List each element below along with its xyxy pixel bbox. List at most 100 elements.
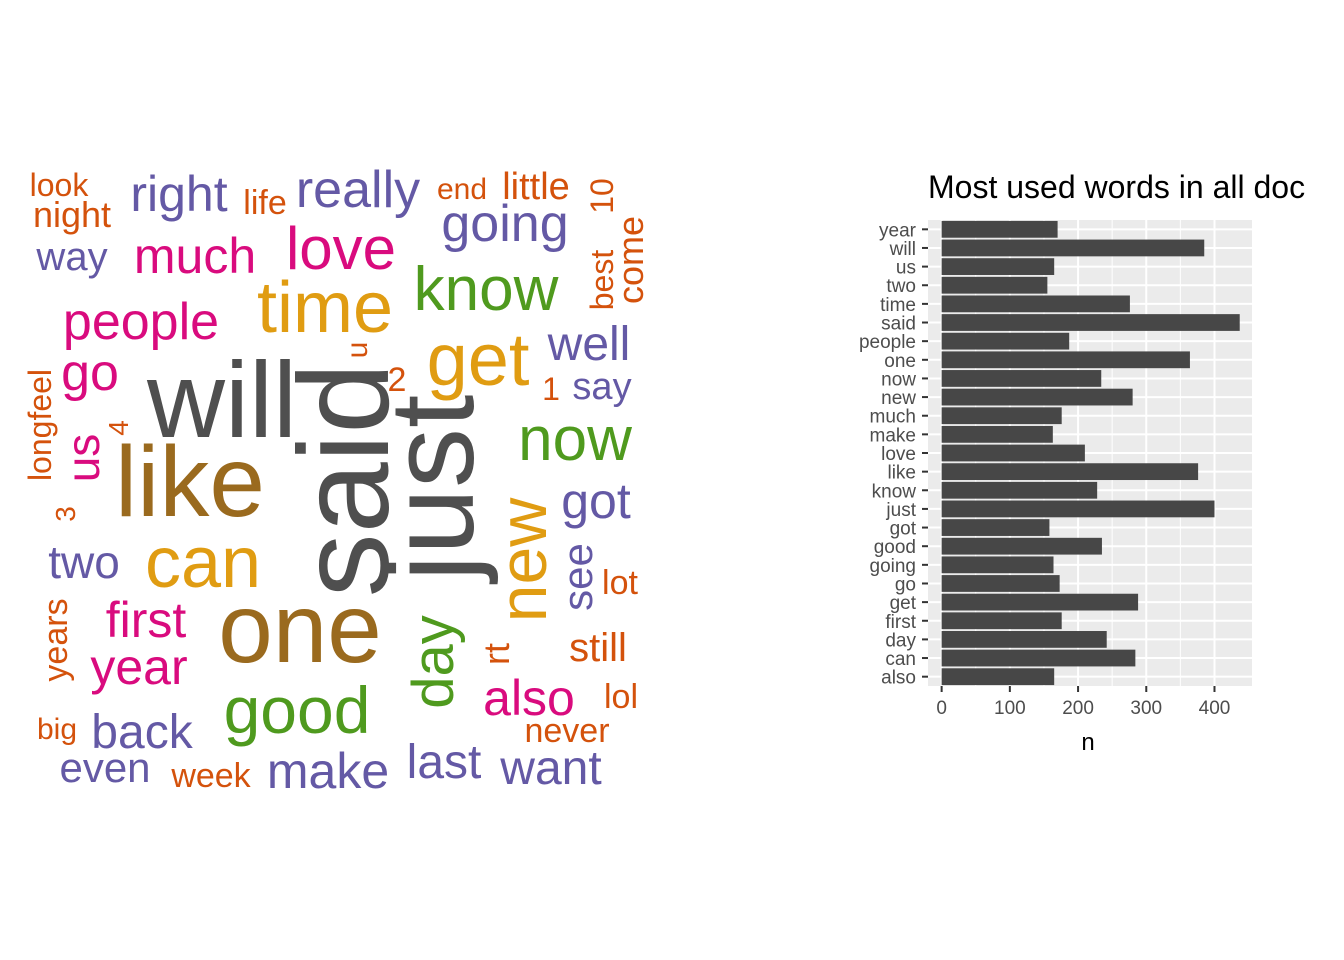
y-tick-label-going: going: [870, 556, 917, 577]
cloud-word-really: really: [295, 161, 421, 219]
y-tick-label-two: two: [886, 276, 916, 297]
y-tick-label-day: day: [885, 630, 916, 651]
cloud-word-two: two: [48, 536, 120, 588]
cloud-word-go: go: [61, 344, 119, 402]
bar-much: [941, 407, 1062, 425]
x-axis-label: n: [1081, 729, 1094, 756]
bar-make: [941, 425, 1053, 443]
x-tick-label: 400: [1199, 698, 1231, 719]
cloud-word-back: back: [91, 706, 193, 759]
bar-new: [941, 388, 1133, 406]
cloud-word-know: know: [413, 255, 559, 324]
bar-day: [941, 631, 1107, 648]
cloud-word-life: life: [243, 184, 287, 222]
cloud-word-never: never: [524, 712, 610, 750]
cloud-word-year: year: [90, 639, 188, 695]
y-tick-label-us: us: [896, 258, 916, 279]
y-tick-label-time: time: [880, 295, 916, 316]
cloud-word-want: want: [500, 742, 602, 795]
y-tick-label-said: said: [881, 314, 916, 335]
bar-go: [941, 575, 1060, 592]
cloud-word-week: week: [171, 757, 251, 795]
cloud-word-love: love: [285, 215, 397, 282]
bar-like: [941, 463, 1199, 481]
y-tick-label-first: first: [885, 612, 916, 633]
bar-us: [941, 258, 1055, 275]
bar-know: [941, 481, 1098, 499]
y-tick-label-get: get: [890, 593, 917, 614]
bar-time: [941, 295, 1130, 313]
cloud-word-end: end: [436, 173, 488, 206]
y-tick-label-year: year: [879, 220, 917, 241]
cloud-word-good: good: [223, 673, 371, 747]
bars: [941, 220, 1240, 686]
x-tick-label: 200: [1062, 698, 1094, 719]
bar-get: [941, 593, 1139, 611]
cloud-word-first: first: [105, 592, 187, 648]
cloud-word-1: 1: [542, 371, 560, 407]
cloud-word-lol: lol: [603, 678, 639, 716]
bar-just: [941, 500, 1215, 518]
cloud-word-make: make: [266, 743, 390, 799]
cloud-word-going: going: [441, 195, 569, 253]
y-tick-label-love: love: [881, 444, 916, 465]
y-axis: yearwillustwotimesaidpeopleonenownewmuch…: [859, 220, 928, 689]
y-tick-label-know: know: [872, 481, 917, 502]
bar-got: [941, 519, 1050, 536]
bar-people: [941, 332, 1070, 350]
x-tick-label: 100: [994, 698, 1026, 719]
y-tick-label-just: just: [885, 500, 916, 521]
word-cloud: said just will like one can get time new know now g…: [22, 161, 651, 799]
bar-love: [941, 444, 1085, 462]
cloud-word-2: 2: [387, 361, 407, 399]
cloud-word-little: little: [502, 166, 570, 208]
y-tick-label-one: one: [884, 351, 916, 372]
cloud-word-say: say: [572, 366, 632, 408]
y-tick-label-go: go: [895, 574, 916, 595]
bar-good: [941, 537, 1102, 555]
chart-title: Most used words in all doc: [928, 169, 1305, 205]
y-tick-label-new: new: [881, 388, 916, 409]
cloud-word-big: big: [36, 713, 78, 746]
y-tick-label-now: now: [881, 369, 916, 390]
cloud-word-even: even: [59, 744, 151, 791]
y-tick-label-can: can: [885, 649, 916, 670]
y-tick-label-like: like: [887, 463, 916, 484]
cloud-word-time: time: [256, 268, 394, 348]
cloud-word-right: right: [130, 166, 228, 222]
cloud-word-now: now: [518, 405, 632, 474]
y-tick-label-also: also: [881, 668, 916, 689]
cloud-word-can: can: [144, 523, 262, 603]
x-tick-label: 300: [1130, 698, 1162, 719]
cloud-word-like: like: [114, 426, 266, 538]
x-tick-label: 0: [936, 698, 947, 719]
cloud-word-well: well: [547, 318, 631, 371]
bar-first: [941, 612, 1062, 630]
bar-now: [941, 370, 1102, 387]
bar-said: [941, 314, 1240, 331]
bar-can: [941, 649, 1136, 667]
cloud-word-get: get: [426, 318, 530, 401]
y-tick-label-good: good: [874, 537, 916, 558]
cloud-word-look: look: [29, 167, 89, 203]
cloud-word-also: also: [483, 670, 575, 726]
x-axis: 0 100 200 300 400: [936, 686, 1230, 719]
cloud-word-people: people: [62, 293, 220, 351]
cloud-word-still: still: [569, 626, 627, 670]
bar-also: [941, 668, 1055, 686]
bar-two: [941, 276, 1048, 294]
cloud-word-one: one: [218, 573, 382, 683]
bar-year: [941, 220, 1058, 238]
cloud-word-much: much: [133, 228, 257, 284]
bar-going: [941, 556, 1054, 574]
cloud-word-way: way: [36, 235, 108, 279]
y-tick-label-got: got: [890, 519, 917, 540]
cloud-word-last: last: [406, 736, 482, 789]
y-tick-label-much: much: [870, 407, 916, 428]
y-tick-label-make: make: [870, 425, 916, 446]
bar-will: [941, 239, 1205, 257]
cloud-word-lot: lot: [602, 564, 638, 602]
y-tick-label-people: people: [859, 332, 916, 353]
bar-one: [941, 351, 1190, 369]
